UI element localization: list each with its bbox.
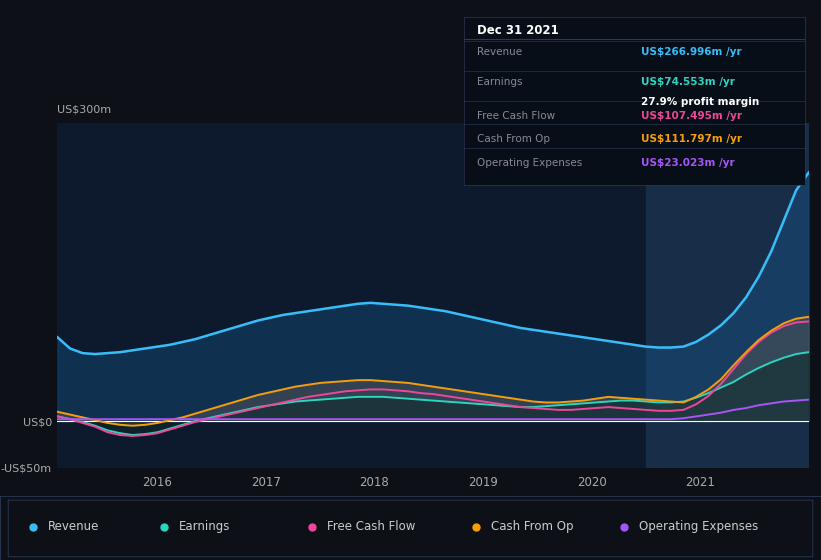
Text: US$74.553m /yr: US$74.553m /yr bbox=[641, 77, 735, 87]
Text: US$23.023m /yr: US$23.023m /yr bbox=[641, 158, 735, 168]
Text: US$300m: US$300m bbox=[57, 105, 112, 115]
Text: Earnings: Earnings bbox=[478, 77, 523, 87]
Text: Revenue: Revenue bbox=[48, 520, 99, 533]
Text: US$111.797m /yr: US$111.797m /yr bbox=[641, 134, 742, 144]
Bar bbox=[646, 123, 809, 468]
Text: Free Cash Flow: Free Cash Flow bbox=[478, 111, 556, 121]
Text: Revenue: Revenue bbox=[478, 47, 523, 57]
Text: Operating Expenses: Operating Expenses bbox=[639, 520, 758, 533]
Text: Cash From Op: Cash From Op bbox=[491, 520, 573, 533]
Text: 27.9% profit margin: 27.9% profit margin bbox=[641, 97, 759, 106]
Text: Earnings: Earnings bbox=[179, 520, 231, 533]
Text: Dec 31 2021: Dec 31 2021 bbox=[478, 25, 559, 38]
Text: US$107.495m /yr: US$107.495m /yr bbox=[641, 111, 742, 121]
Text: Free Cash Flow: Free Cash Flow bbox=[327, 520, 415, 533]
Text: US$266.996m /yr: US$266.996m /yr bbox=[641, 47, 741, 57]
Text: Operating Expenses: Operating Expenses bbox=[478, 158, 583, 168]
Text: Cash From Op: Cash From Op bbox=[478, 134, 551, 144]
